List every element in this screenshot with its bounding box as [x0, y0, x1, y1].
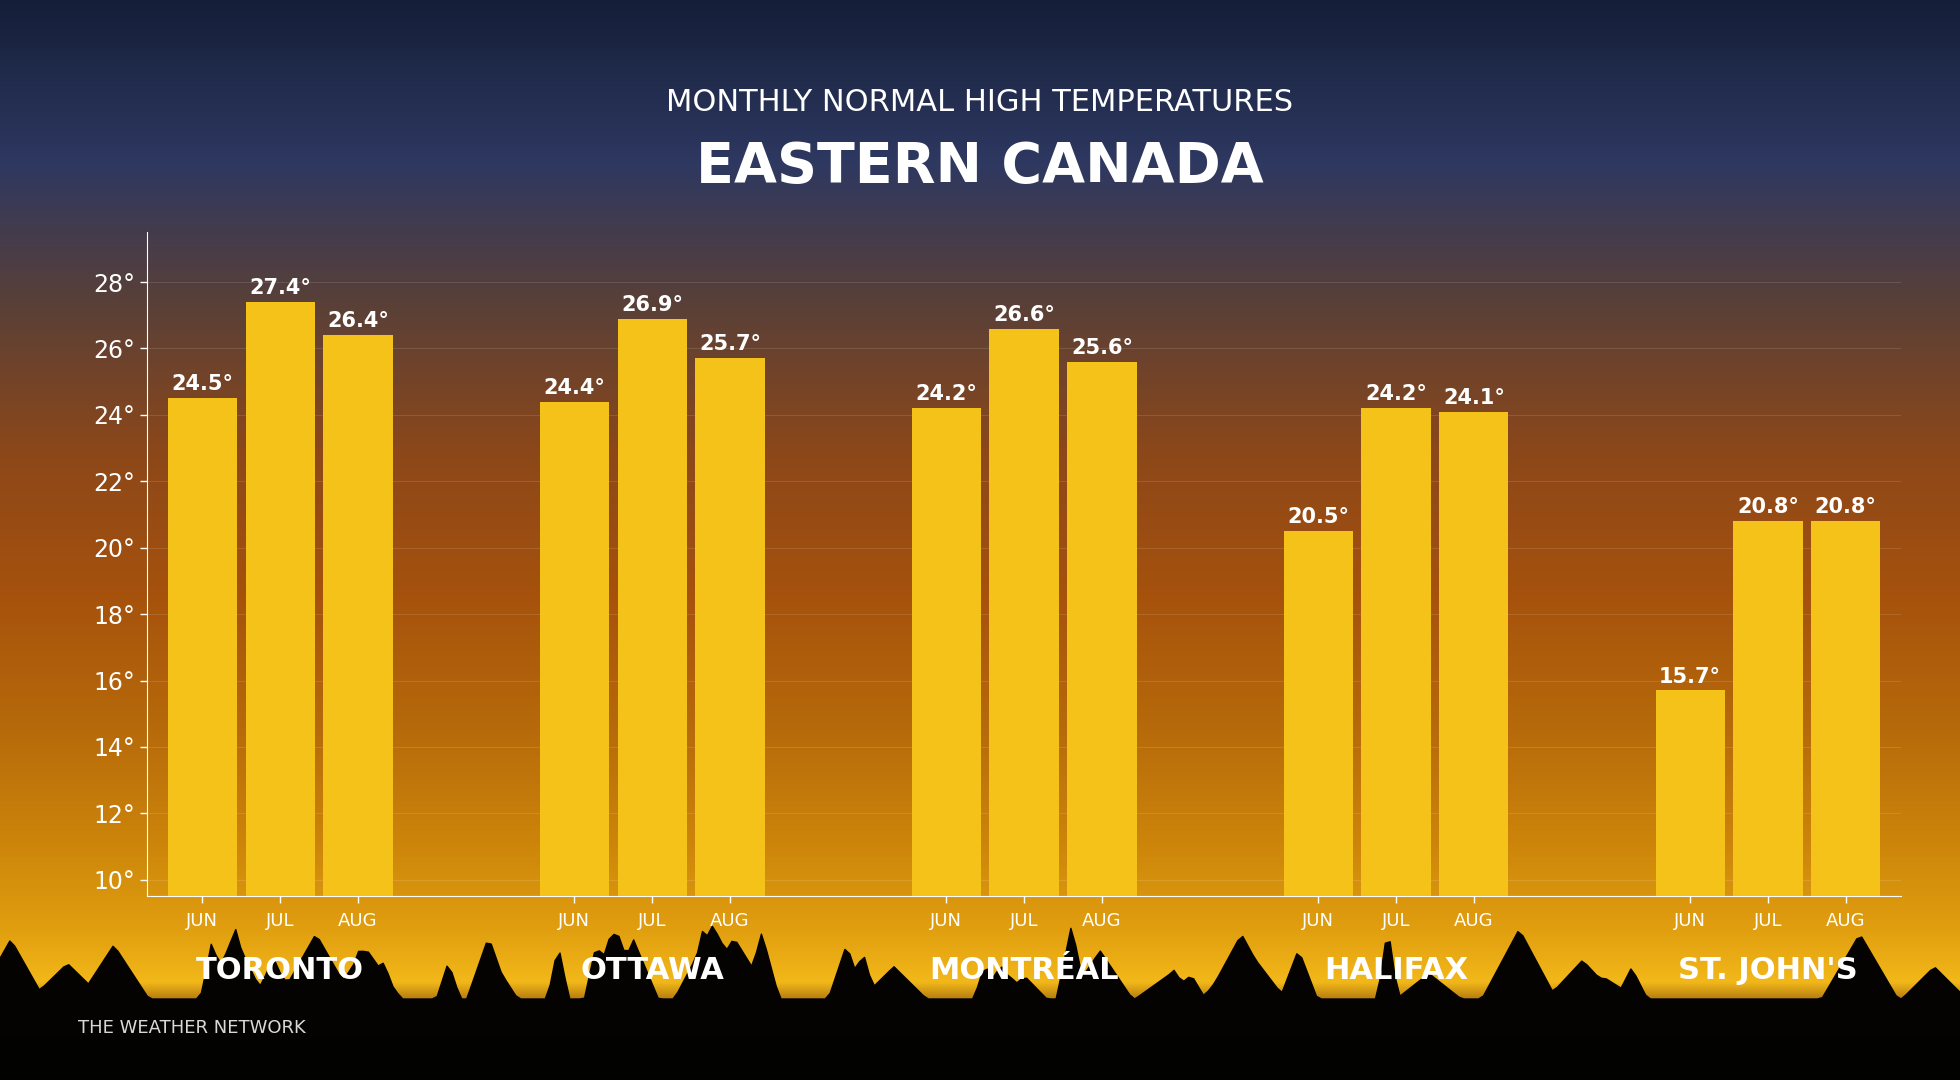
- Bar: [1362, 408, 1431, 1080]
- Text: 25.6°: 25.6°: [1070, 338, 1133, 357]
- Bar: [1439, 411, 1509, 1080]
- Text: 20.8°: 20.8°: [1737, 497, 1799, 517]
- Text: THE WEATHER NETWORK: THE WEATHER NETWORK: [78, 1018, 306, 1037]
- Text: 24.2°: 24.2°: [1364, 384, 1427, 404]
- Bar: [990, 328, 1058, 1080]
- Bar: [1811, 522, 1880, 1080]
- Bar: [539, 402, 610, 1080]
- Text: 24.2°: 24.2°: [915, 384, 978, 404]
- Bar: [323, 335, 392, 1080]
- Bar: [169, 399, 237, 1080]
- Text: HALIFAX: HALIFAX: [1323, 956, 1468, 985]
- Bar: [1733, 522, 1803, 1080]
- Text: 24.1°: 24.1°: [1443, 388, 1505, 407]
- Bar: [1284, 531, 1352, 1080]
- Text: 26.4°: 26.4°: [327, 311, 388, 332]
- Bar: [245, 302, 316, 1080]
- Text: 20.8°: 20.8°: [1815, 497, 1878, 517]
- Bar: [911, 408, 980, 1080]
- Text: MONTRÉAL: MONTRÉAL: [929, 956, 1119, 985]
- Text: 25.7°: 25.7°: [700, 335, 760, 354]
- Bar: [696, 359, 764, 1080]
- Text: MONTHLY NORMAL HIGH TEMPERATURES: MONTHLY NORMAL HIGH TEMPERATURES: [666, 89, 1294, 117]
- Text: 15.7°: 15.7°: [1660, 666, 1721, 687]
- Bar: [1068, 362, 1137, 1080]
- Text: 24.4°: 24.4°: [543, 378, 606, 397]
- Text: 27.4°: 27.4°: [249, 278, 312, 298]
- Bar: [617, 319, 686, 1080]
- Text: 20.5°: 20.5°: [1288, 508, 1348, 527]
- Text: 24.5°: 24.5°: [171, 375, 233, 394]
- Text: TORONTO: TORONTO: [196, 956, 365, 985]
- Text: OTTAWA: OTTAWA: [580, 956, 723, 985]
- Bar: [1656, 690, 1725, 1080]
- Text: EASTERN CANADA: EASTERN CANADA: [696, 140, 1264, 194]
- Text: 26.9°: 26.9°: [621, 295, 684, 314]
- Text: 26.6°: 26.6°: [994, 305, 1054, 324]
- Text: ST. JOHN'S: ST. JOHN'S: [1678, 956, 1858, 985]
